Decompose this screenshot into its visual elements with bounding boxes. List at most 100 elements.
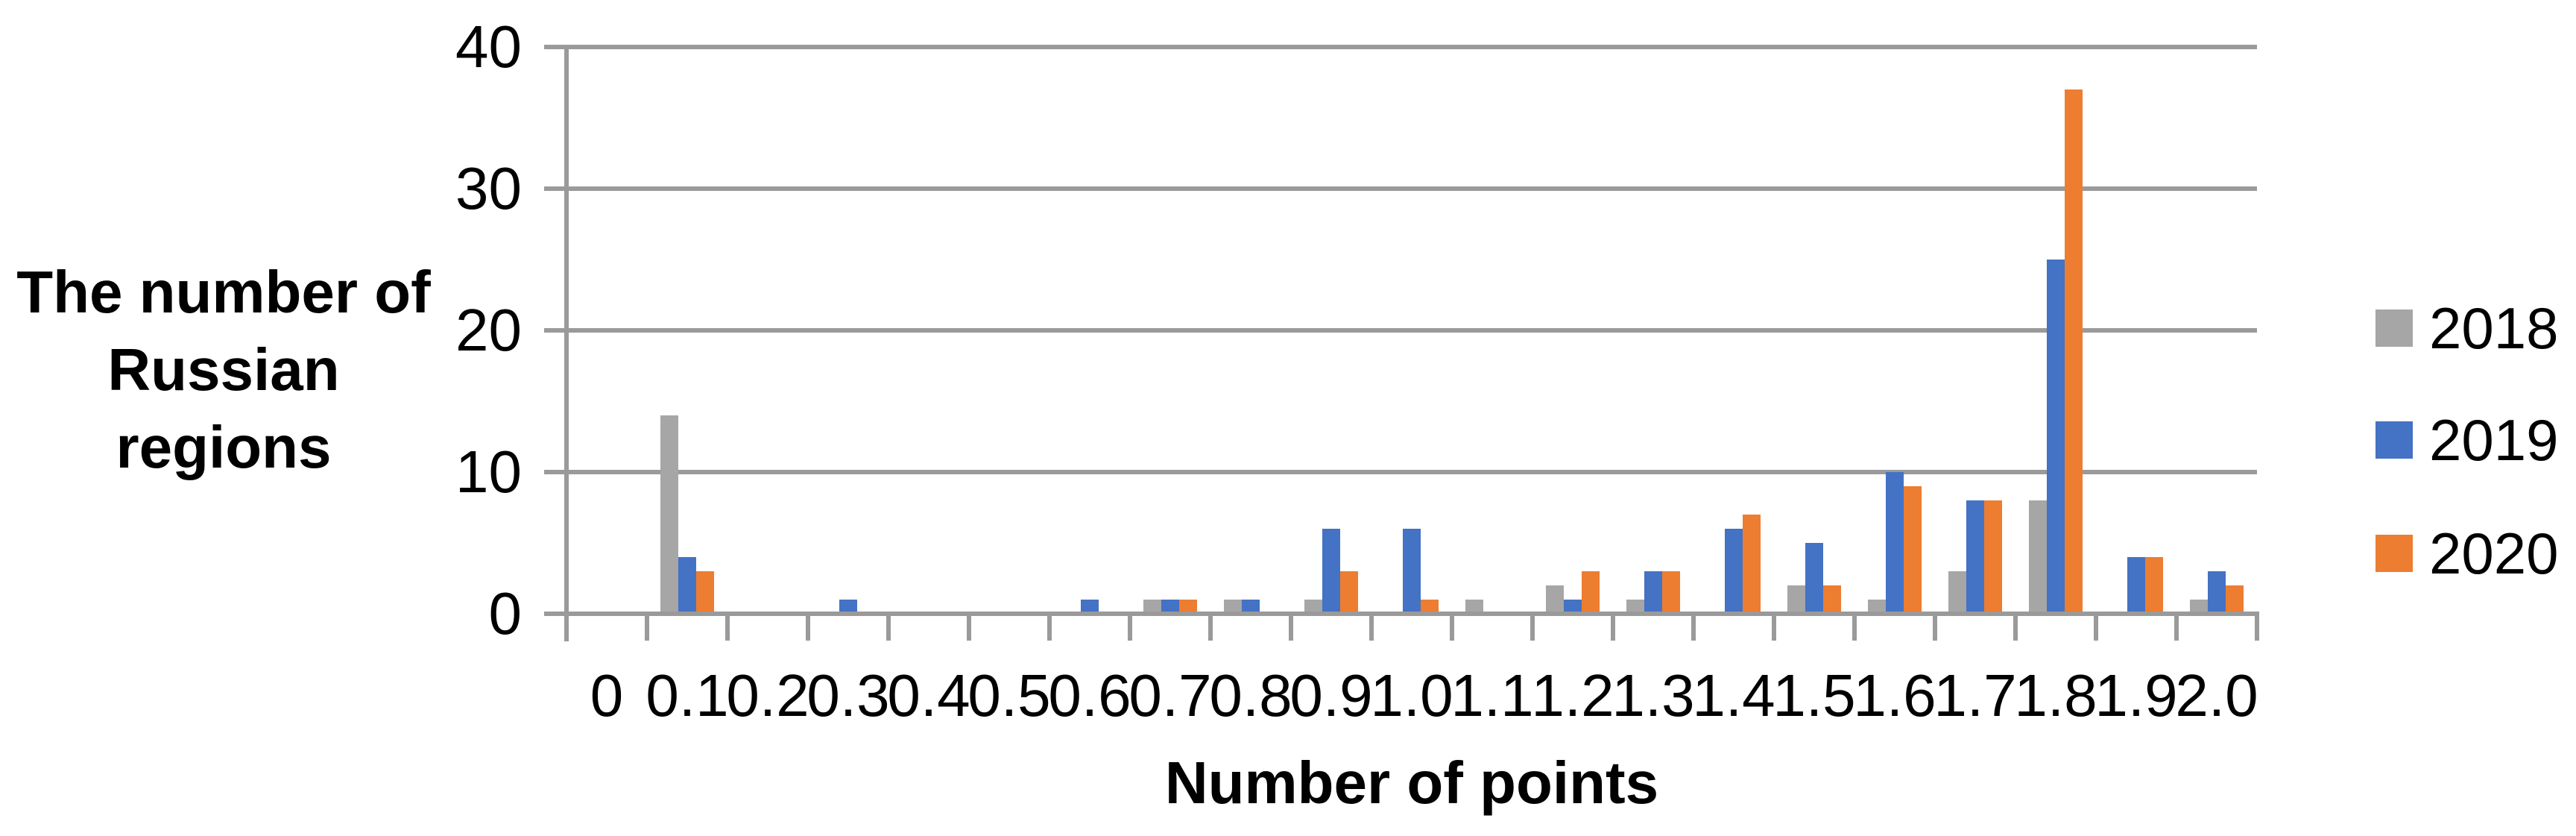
bar-2018-1.8 [2029,500,2047,614]
x-tick-8 [1208,614,1213,641]
x-tick-label-1.4: 1.4 [1692,662,1775,729]
y-tick-0 [544,612,566,616]
x-tick-16 [1852,614,1857,641]
gridline-y-40 [566,45,2257,49]
bar-2019-1.2 [1564,600,1582,614]
bar-group-0.9 [1291,47,1371,614]
bar-2018-1.2 [1546,585,1564,614]
bar-2018-1.6 [1868,600,1886,614]
bar-2020-2.0 [2226,585,2244,614]
bar-group-0.8 [1210,47,1291,614]
x-tick-18 [2013,614,2018,641]
y-axis-title-line1: The number of [16,259,431,325]
x-tick-11 [1450,614,1454,641]
bar-2019-1.0 [1403,529,1421,614]
x-tick-7 [1128,614,1132,641]
x-tick-label-0.6: 0.6 [1048,662,1131,729]
bar-2020-1.2 [1582,571,1600,614]
x-tick-label-0.4: 0.4 [887,662,970,729]
gridline-y-20 [566,328,2257,333]
y-tick-label-20: 20 [455,297,522,363]
bar-2019-0.7 [1161,600,1179,614]
y-tick-30 [544,186,566,191]
bar-2019-0.3 [839,600,857,614]
bar-group-1.4 [1693,47,1774,614]
bar-2019-2.0 [2208,571,2226,614]
x-tick-3 [806,614,810,641]
x-tick-label-0.1: 0.1 [645,662,729,729]
x-tick-5 [967,614,971,641]
bar-2018-0.7 [1143,600,1161,614]
bar-2018-0.8 [1224,600,1242,614]
bar-group-0.2 [727,47,808,614]
bar-2018-2.0 [2190,600,2208,614]
x-tick-10 [1369,614,1374,641]
gridline-y-30 [566,186,2257,191]
bar-2019-1.9 [2127,557,2145,614]
legend-swatch-2020 [2375,535,2413,572]
legend-swatch-2019 [2375,421,2413,459]
y-axis-title: The number of Russian regions [15,254,432,486]
x-tick-9 [1289,614,1293,641]
y-tick-10 [544,470,566,474]
legend-swatch-2018 [2375,309,2413,347]
bar-2020-1.5 [1823,585,1841,614]
x-tick-6 [1047,614,1052,641]
x-tick-13 [1611,614,1615,641]
x-tick-4 [886,614,891,641]
y-tick-label-10: 10 [455,439,522,505]
legend-label-2020: 2020 [2429,521,2559,586]
x-tick-label-0.2: 0.2 [726,662,809,729]
x-tick-label-2.0: 2.0 [2175,662,2258,729]
bar-2018-0.9 [1304,600,1322,614]
bar-2020-1.7 [1984,500,2002,614]
bar-group-2.0 [2176,47,2257,614]
x-axis-title: Number of points [1164,749,1659,816]
bar-group-0.7 [1130,47,1210,614]
x-tick-label-1.0: 1.0 [1370,662,1453,729]
bar-2018-1.1 [1465,600,1483,614]
gridline-y-10 [566,470,2257,474]
bar-2020-0.9 [1340,571,1358,614]
y-tick-label-30: 30 [455,155,522,221]
x-tick-12 [1530,614,1535,641]
bar-group-1.1 [1452,47,1532,614]
bar-2019-1.3 [1644,571,1662,614]
x-tick-15 [1772,614,1776,641]
bar-2020-0.7 [1179,600,1197,614]
bar-2018-1.3 [1626,600,1644,614]
x-tick-label-0: 0 [590,662,624,729]
x-tick-2 [725,614,730,641]
x-tick-label-0.9: 0.9 [1289,662,1373,729]
y-axis-title-line2: Russian regions [107,336,340,480]
x-tick-label-1.7: 1.7 [1933,662,2017,729]
x-axis-line [564,612,2259,616]
legend-item-2018: 2018 [2375,299,2559,357]
bar-group-1.6 [1854,47,1935,614]
bar-2019-1.7 [1966,500,1984,614]
legend-item-2020: 2020 [2375,524,2559,582]
x-tick-20 [2174,614,2179,641]
x-tick-label-1.9: 1.9 [2094,662,2178,729]
bar-2020-1.8 [2065,89,2083,614]
x-tick-label-0.3: 0.3 [806,662,890,729]
bar-2018-1.5 [1787,585,1805,614]
plot-area [566,45,2257,614]
bar-2018-0.1 [660,415,678,614]
bar-2019-0.1 [678,557,696,614]
bar-2020-1.6 [1904,486,1922,614]
bar-group-0.1 [647,47,727,614]
bar-2019-0.9 [1322,529,1340,614]
bar-group-1.2 [1532,47,1613,614]
x-tick-label-1.5: 1.5 [1772,662,1856,729]
x-tick-label-1.1: 1.1 [1450,662,1534,729]
bar-2019-1.6 [1886,472,1904,614]
bar-2020-0.1 [696,571,714,614]
bar-group-1.5 [1774,47,1854,614]
bar-2020-1.9 [2145,557,2163,614]
legend-label-2018: 2018 [2429,295,2559,361]
x-tick-label-0.7: 0.7 [1128,662,1212,729]
x-tick-label-1.6: 1.6 [1853,662,1936,729]
bar-group-0.6 [1049,47,1130,614]
